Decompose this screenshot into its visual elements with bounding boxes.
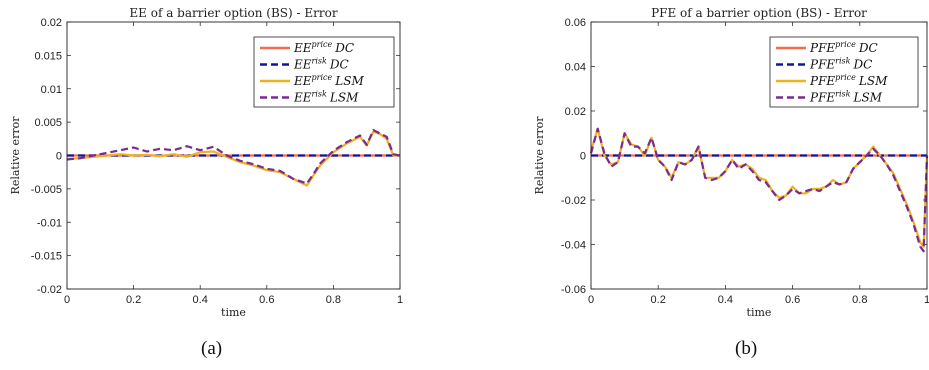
x-tick-label: 0.2 — [126, 294, 141, 306]
plot-frame — [66, 21, 401, 290]
y-tick-label: -0.015 — [31, 251, 62, 263]
y-tick-label: -0.01 — [37, 217, 62, 229]
y-tick-label: -0.005 — [31, 184, 62, 196]
y-tick-label: 0.005 — [34, 117, 62, 129]
x-tick-label: 0.4 — [193, 294, 208, 306]
chart-panel-a: EE of a barrier option (BS) - Error 0.02 0… — [0, 0, 464, 370]
chart-title: PFE of a barrier option (BS) - Error — [651, 6, 867, 20]
x-tick-label: 0.8 — [326, 294, 341, 306]
legend-label-1: EErisk DC — [293, 57, 349, 72]
y-tick-label: 0 — [56, 151, 62, 163]
series-line-3 — [589, 127, 929, 253]
y-tick-label: 0.04 — [565, 62, 586, 74]
legend-label-3: PFErisk LSM — [809, 90, 883, 105]
legend-label-3: EErisk LSM — [293, 90, 359, 105]
y-tick-label: 0.06 — [565, 17, 586, 29]
x-tick-label: 0.4 — [718, 294, 733, 306]
legend-label-0: PFEprice DC — [809, 40, 878, 55]
caption-b: (b) — [735, 338, 758, 359]
chart-title: EE of a barrier option (BS) - Error — [129, 6, 337, 20]
x-tick-label: 0 — [64, 294, 70, 306]
y-tick-label: -0.02 — [561, 195, 586, 207]
x-tick-label: 0.8 — [852, 294, 867, 306]
y-axis-label: Relative error — [533, 116, 546, 195]
series-line-2 — [589, 127, 929, 248]
y-tick-label: -0.02 — [37, 284, 62, 296]
y-tick-label: 0 — [580, 151, 586, 163]
caption-a: (a) — [201, 338, 223, 359]
legend-label-0: EEprice DC — [293, 40, 354, 55]
y-tick-label: 0.02 — [565, 106, 586, 118]
x-tick-label: 1 — [397, 294, 403, 306]
legend-label-2: PFEprice LSM — [809, 73, 888, 88]
series-line-2 — [66, 130, 400, 187]
y-tick-label: 0.02 — [41, 17, 62, 29]
x-tick-label: 0.6 — [259, 294, 274, 306]
chart-b-svg: PFE of a barrier option (BS) - Error 0.06… — [533, 6, 929, 319]
x-tick-label: 1 — [924, 294, 929, 306]
y-tick-label: -0.06 — [561, 284, 586, 296]
x-tick-label: 0.6 — [785, 294, 800, 306]
y-tick-label: 0.01 — [41, 84, 62, 96]
y-axis-label: Relative error — [9, 116, 22, 195]
y-tick-label: 0.015 — [34, 50, 62, 62]
chart-a-svg: EE of a barrier option (BS) - Error 0.02 0… — [9, 6, 403, 319]
legend-label-1: PFErisk DC — [809, 57, 872, 72]
plot-frame — [590, 21, 928, 290]
x-axis-label: time — [221, 306, 246, 319]
x-tick-label: 0 — [588, 294, 594, 306]
x-axis-label: time — [747, 306, 772, 319]
y-tick-label: -0.04 — [561, 240, 586, 252]
chart-panel-b: PFE of a barrier option (BS) - Error 0.06… — [465, 0, 929, 370]
series-line-3 — [66, 129, 401, 185]
legend-label-2: EEprice LSM — [293, 73, 364, 88]
x-tick-label: 0.2 — [651, 294, 666, 306]
